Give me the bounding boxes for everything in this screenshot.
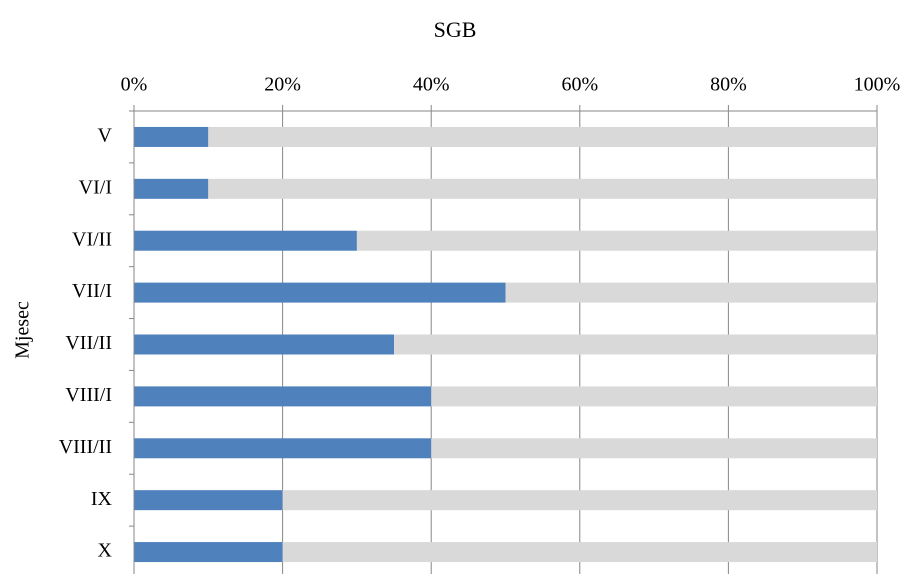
bars [134, 126, 878, 563]
bar-segment [134, 490, 283, 511]
bar-segment [431, 386, 877, 407]
axes: 0% 20% 40% 60% 80% 100% V VI/I VI/II VII/I VII/II V… [59, 74, 901, 574]
bar-segment [134, 542, 283, 563]
chart-title: SGB [434, 17, 477, 42]
bar-segment [134, 230, 357, 251]
y-tick-label: VIII/I [65, 384, 112, 406]
bar-segment [505, 282, 877, 303]
x-tick-label: 20% [264, 74, 301, 96]
bar-segment [282, 490, 878, 511]
bar-segment [394, 334, 877, 355]
y-tick-label: VI/II [72, 228, 112, 250]
bar-segment [282, 542, 878, 563]
bar-segment [134, 178, 209, 199]
y-tick-label: VII/I [72, 280, 112, 302]
bar-segment [134, 438, 432, 459]
y-axis-label: Mjesec [12, 301, 34, 359]
bar-segment [208, 178, 878, 199]
x-tick-label: 80% [710, 74, 747, 96]
x-tick-label: 0% [121, 74, 148, 96]
bar-segment [431, 438, 877, 459]
bar-segment [356, 230, 877, 251]
y-tick-label: VII/II [65, 332, 112, 354]
y-tick-label: VI/I [79, 176, 112, 198]
bar-segment [134, 334, 395, 355]
bar-segment [134, 386, 432, 407]
bar-segment [134, 126, 209, 147]
bar-segment [208, 126, 878, 147]
y-tick-label: IX [91, 488, 113, 510]
y-tick-label: V [98, 125, 113, 147]
x-tick-label: 60% [561, 74, 598, 96]
y-tick-label: X [98, 540, 113, 562]
bar-segment [134, 282, 506, 303]
y-tick-label: VIII/II [59, 436, 112, 458]
x-tick-label: 100% [854, 74, 901, 96]
x-tick-label: 40% [413, 74, 450, 96]
